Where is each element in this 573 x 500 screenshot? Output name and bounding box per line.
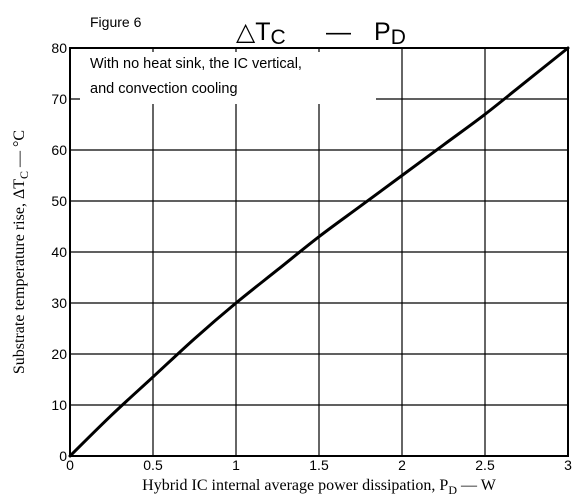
annotation-line-2: and convection cooling [90,81,238,97]
x-tick-label: 1 [232,457,240,473]
y-axis-label-main: Substrate temperature rise, ΔT [11,179,28,374]
x-axis-label-main: Hybrid IC internal average power dissipa… [142,477,448,494]
y-tick-label: 0 [59,448,67,464]
chart-title: △TC — PD [236,18,406,49]
title-prefix-sub: C [271,26,286,49]
y-tick-label: 30 [51,295,67,311]
series-line [68,46,570,458]
title-dash: — [326,18,351,46]
x-tick-label: 2.5 [475,457,495,473]
annotation-background [80,52,376,104]
title-suffix-sub: D [391,26,406,49]
x-axis-ticks: 0 0.5 1 1.5 2 2.5 3 [66,457,572,473]
plot-frame [69,47,569,457]
x-axis-label-unit: — W [457,477,497,494]
y-tick-label: 40 [51,244,67,260]
y-tick-label: 50 [51,193,67,209]
x-tick-label: 0 [66,457,74,473]
figure-label: Figure 6 [90,14,142,30]
y-axis-label-unit: — °C [11,130,28,171]
y-axis-label-sub: C [17,171,31,179]
y-tick-label: 80 [51,40,67,56]
annotation-line-1: With no heat sink, the IC vertical, [90,56,302,72]
x-tick-label: 3 [564,457,572,473]
y-tick-label: 60 [51,142,67,158]
x-tick-label: 2 [398,457,406,473]
series-group [68,46,570,458]
y-axis-label: Substrate temperature rise, ΔTC — °C [11,130,31,374]
x-tick-label: 0.5 [143,457,163,473]
y-tick-label: 20 [51,346,67,362]
y-axis-ticks: 0 10 20 30 40 50 60 70 80 [51,40,67,464]
y-tick-label: 70 [51,91,67,107]
x-axis-label: Hybrid IC internal average power dissipa… [142,477,497,497]
y-tick-label: 10 [51,397,67,413]
title-prefix: △T [236,18,271,46]
title-suffix: P [374,18,391,46]
x-tick-label: 1.5 [309,457,329,473]
x-axis-label-sub: D [448,483,457,497]
